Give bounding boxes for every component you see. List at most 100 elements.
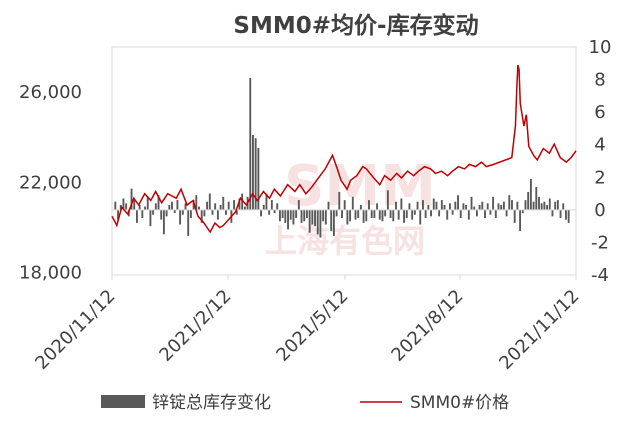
inventory-bar xyxy=(252,134,254,210)
inventory-bar xyxy=(440,200,443,210)
inventory-bar xyxy=(305,209,308,218)
inventory-bar xyxy=(297,200,300,210)
inventory-bar xyxy=(416,201,419,210)
legend: 锌锭总库存变化 SMM0#价格 xyxy=(101,393,509,413)
x-tick-label: 2021/5/12 xyxy=(272,286,352,366)
inventory-bar xyxy=(497,203,500,210)
inventory-bar xyxy=(206,201,209,210)
inventory-bar xyxy=(446,209,449,220)
inventory-bar xyxy=(405,209,408,218)
inventory-bar xyxy=(222,196,225,210)
inventory-bar xyxy=(465,204,468,210)
inventory-bar xyxy=(233,200,236,210)
inventory-bar xyxy=(316,209,319,235)
inventory-bar xyxy=(135,209,138,223)
inventory-bar xyxy=(257,147,260,210)
inventory-bar xyxy=(300,209,303,223)
inventory-bar xyxy=(138,204,141,210)
price-line xyxy=(111,64,577,234)
inventory-bar xyxy=(203,209,206,217)
inventory-bar xyxy=(351,196,354,210)
x-tick-label: 2021/11/12 xyxy=(495,286,583,374)
inventory-bar xyxy=(427,204,430,210)
inventory-bar xyxy=(343,200,346,210)
inventory-bar xyxy=(157,195,160,210)
inventory-bar xyxy=(508,195,511,210)
inventory-bar xyxy=(200,209,203,223)
inventory-bar xyxy=(362,209,365,223)
inventory-bar xyxy=(171,201,173,210)
inventory-bar xyxy=(189,209,192,218)
inventory-bar xyxy=(492,196,495,210)
inventory-bar xyxy=(359,204,362,210)
inventory-bar xyxy=(567,209,570,223)
inventory-bar xyxy=(373,209,376,218)
inventory-bar xyxy=(562,203,565,210)
inventory-bar xyxy=(411,209,414,220)
inventory-bar xyxy=(332,209,335,236)
inventory-bar xyxy=(270,200,273,210)
inventory-bar xyxy=(219,204,222,210)
inventory-bar xyxy=(378,209,381,220)
inventory-bar xyxy=(335,209,338,217)
inventory-bar xyxy=(546,204,549,210)
inventory-bar xyxy=(403,209,405,223)
inventory-bar xyxy=(376,203,379,210)
inventory-bar xyxy=(227,201,230,210)
inventory-bar xyxy=(384,209,387,217)
inventory-bar xyxy=(154,203,157,210)
inventory-bar xyxy=(241,193,244,210)
y-right-tick-label: -4 xyxy=(591,265,609,286)
inventory-bar xyxy=(273,209,276,214)
y-right-tick-label: 4 xyxy=(594,135,605,156)
inventory-bar xyxy=(303,209,306,222)
legend-swatch-inventory xyxy=(101,395,145,408)
inventory-bar xyxy=(338,191,341,210)
inventory-bar xyxy=(548,198,551,210)
inventory-bar xyxy=(192,200,195,210)
inventory-bar xyxy=(486,203,489,210)
inventory-bar xyxy=(454,201,457,210)
inventory-bar xyxy=(540,203,543,210)
inventory-bar xyxy=(225,209,227,215)
chart-title: SMM0#均价-库存变动 xyxy=(233,12,478,39)
inventory-bar xyxy=(538,196,540,210)
inventory-bar xyxy=(467,209,470,220)
inventory-bar xyxy=(133,200,136,210)
inventory-bar xyxy=(130,188,133,210)
inventory-bar xyxy=(505,209,508,217)
inventory-bar xyxy=(119,204,122,210)
inventory-bar xyxy=(529,178,532,210)
inventory-bar xyxy=(513,209,516,223)
inventory-bar xyxy=(114,201,117,210)
inventory-bar xyxy=(527,191,530,210)
inventory-bar xyxy=(511,200,513,210)
inventory-bar xyxy=(368,200,370,210)
inventory-bar xyxy=(125,203,128,210)
inventory-bar xyxy=(173,209,176,214)
y-right-tick-label: 0 xyxy=(594,200,605,221)
inventory-bar xyxy=(281,209,284,218)
x-tick-label: 2020/11/12 xyxy=(31,286,119,374)
inventory-bar xyxy=(122,198,125,210)
inventory-bar xyxy=(179,209,182,225)
inventory-bar xyxy=(314,209,316,227)
inventory-bar xyxy=(162,209,165,235)
inventory-bar xyxy=(554,201,557,210)
plot-area xyxy=(111,46,577,276)
x-tick-label: 2021/8/12 xyxy=(387,286,467,366)
inventory-bar xyxy=(322,209,325,222)
inventory-bar xyxy=(543,201,546,210)
inventory-bar xyxy=(181,209,184,215)
inventory-bar xyxy=(238,198,241,210)
inventory-bar xyxy=(438,209,441,217)
inventory-bar xyxy=(235,209,238,215)
inventory-bar xyxy=(265,193,268,210)
legend-label-price: SMM0#价格 xyxy=(410,393,509,413)
inventory-bar xyxy=(386,190,389,210)
y-axis-right: -4 -2 0 2 4 6 8 10 xyxy=(589,37,612,286)
x-tick-label: 2021/2/12 xyxy=(155,286,235,366)
inventory-bar xyxy=(524,200,527,210)
inventory-bar xyxy=(494,209,497,218)
inventory-bar xyxy=(117,209,119,220)
